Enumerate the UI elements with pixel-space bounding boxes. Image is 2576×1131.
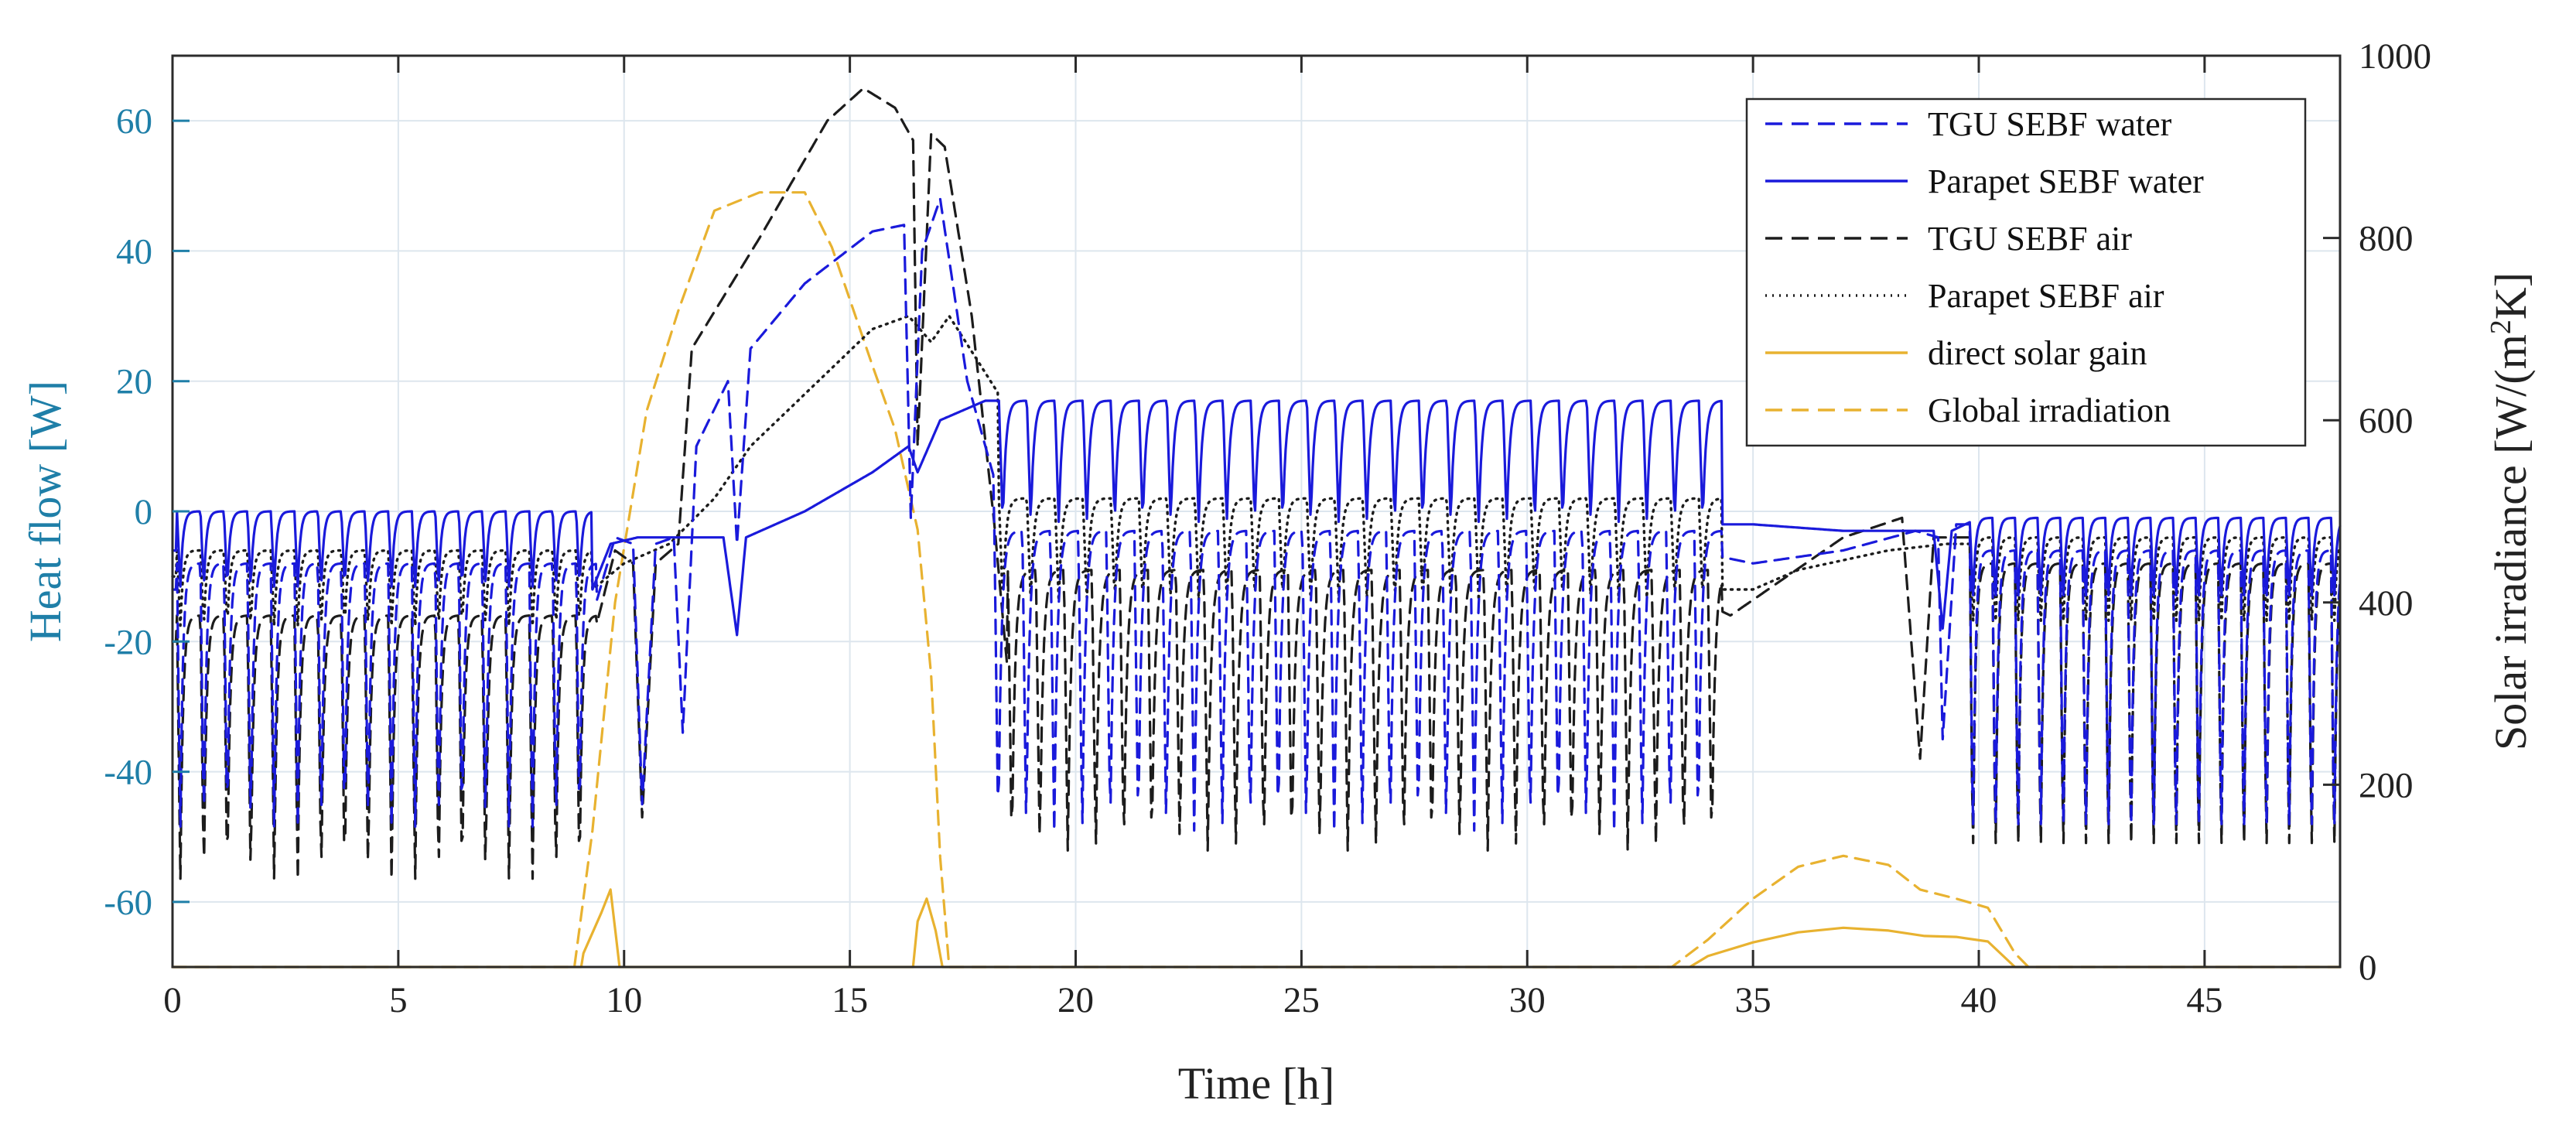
x-tick-label: 5 — [389, 980, 408, 1020]
tick-marks — [171, 54, 2340, 969]
right-axis-label: Solar irradiance [W/(m2K] — [2485, 272, 2536, 750]
y-right-tick-label: 600 — [2359, 401, 2414, 441]
y-right-tick-label: 400 — [2359, 583, 2414, 624]
y-left-tick-label: -40 — [104, 753, 152, 793]
x-tick-label: 20 — [1057, 980, 1094, 1020]
legend-label-parapet-sebf-water: Parapet SEBF water — [1928, 162, 2204, 200]
x-tick-label: 0 — [163, 980, 182, 1020]
right-axis-label-suffix: K] — [2485, 272, 2536, 319]
legend-label-direct-solar-gain: direct solar gain — [1928, 334, 2147, 372]
y-left-tick-label: 0 — [135, 492, 153, 532]
y-left-tick-label: 60 — [116, 101, 152, 142]
y-left-tick-label: 40 — [116, 231, 152, 272]
series-line-parapet-sebf-water — [171, 399, 2342, 637]
legend-box — [1745, 97, 2307, 447]
x-tick-label: 15 — [832, 980, 868, 1020]
right-axis-label-prefix: Solar irradiance [W/(m — [2485, 334, 2536, 750]
y-right-tick-label: 200 — [2359, 765, 2414, 805]
x-tick-label: 10 — [606, 980, 642, 1020]
x-axis-label: Time [h] — [1178, 1058, 1335, 1109]
y-right-tick-label: 800 — [2359, 219, 2414, 259]
left-axis-label: Heat flow [W] — [20, 381, 70, 642]
y-left-tick-label: 20 — [116, 362, 152, 402]
y-right-tick-label: 0 — [2359, 948, 2377, 988]
x-tick-label: 25 — [1283, 980, 1320, 1020]
legend-label-tgu-sebf-water: TGU SEBF water — [1928, 105, 2172, 143]
x-tick-label: 40 — [1961, 980, 1997, 1020]
legend-label-parapet-sebf-air: Parapet SEBF air — [1928, 277, 2164, 315]
y-left-tick-label: -20 — [104, 622, 152, 662]
legend-label-tgu-sebf-air: TGU SEBF air — [1928, 220, 2132, 258]
series-line-global-irradiation — [171, 191, 2342, 969]
x-tick-label: 45 — [2186, 980, 2222, 1020]
x-tick-label: 30 — [1509, 980, 1546, 1020]
legend: TGU SEBF water Parapet SEBF water TGU SEBF… — [1745, 97, 2307, 447]
legend-label-global-irradiation: Global irradiation — [1928, 391, 2171, 429]
right-axis-label-superscript: 2 — [2485, 319, 2517, 334]
x-tick-label: 35 — [1735, 980, 1771, 1020]
y-right-tick-label: 1000 — [2359, 36, 2431, 77]
tick-labels: 0 5 10 15 20 25 30 35 40 45-60-40-200204060020040… — [104, 36, 2431, 1020]
y-left-tick-label: -60 — [104, 883, 152, 923]
series-line-tgu-sebf-water — [171, 197, 2342, 832]
